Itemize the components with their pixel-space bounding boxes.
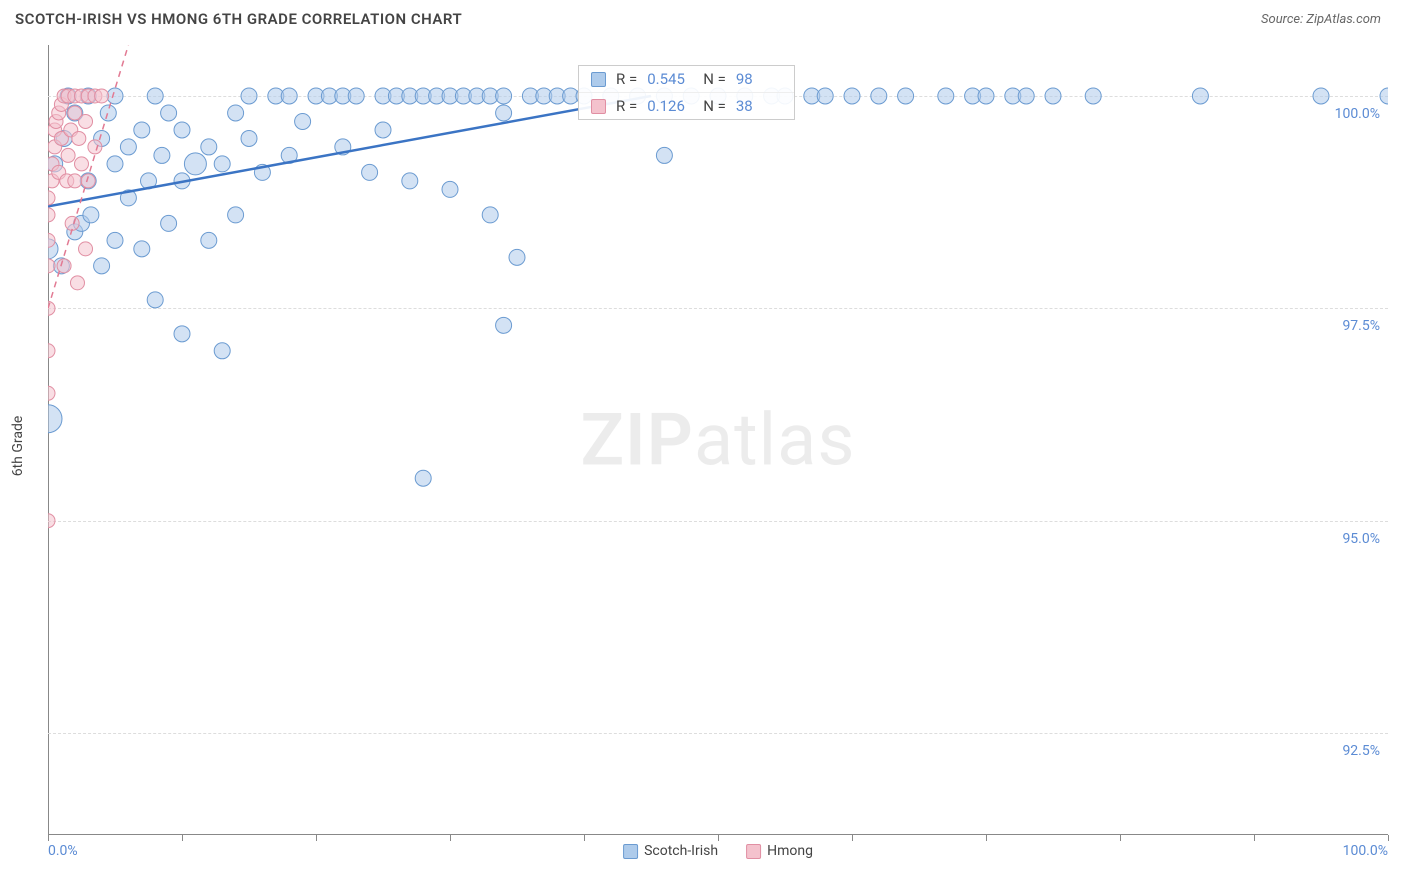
x-tick xyxy=(718,835,719,841)
r-label: R = xyxy=(616,70,637,88)
r-value: 0.545 xyxy=(647,70,693,88)
y-axis-title: 6th Grade xyxy=(10,416,26,477)
chart-title: SCOTCH-IRISH VS HMONG 6TH GRADE CORRELAT… xyxy=(15,10,462,28)
legend-item: Scotch-Irish xyxy=(623,843,718,859)
legend-label: Scotch-Irish xyxy=(644,843,718,859)
y-tick-label: 100.0% xyxy=(1333,106,1382,122)
r-label: R = xyxy=(616,97,637,115)
stats-row: R = 0.126 N = 38 xyxy=(579,92,794,119)
legend-swatch xyxy=(623,844,638,859)
x-tick xyxy=(1388,835,1389,841)
n-value: 38 xyxy=(736,97,782,115)
r-value: 0.126 xyxy=(647,97,693,115)
source-attribution: Source: ZipAtlas.com xyxy=(1261,12,1381,27)
n-label: N = xyxy=(703,70,726,88)
n-label: N = xyxy=(703,97,726,115)
series-swatch xyxy=(591,99,606,114)
x-tick xyxy=(450,835,451,841)
series-swatch xyxy=(591,72,606,87)
gridline xyxy=(48,308,1388,309)
y-tick-label: 92.5% xyxy=(1340,743,1382,759)
stats-legend: R = 0.545 N = 98 R = 0.126 N = 38 xyxy=(578,65,795,120)
legend-swatch xyxy=(746,844,761,859)
y-tick-label: 97.5% xyxy=(1340,318,1382,334)
x-axis-min-label: 0.0% xyxy=(48,843,78,859)
stats-row: R = 0.545 N = 98 xyxy=(579,66,794,92)
legend-item: Hmong xyxy=(746,843,813,859)
x-tick xyxy=(1254,835,1255,841)
x-tick xyxy=(182,835,183,841)
series-legend: Scotch-Irish Hmong xyxy=(623,843,813,859)
x-axis-max-label: 100.0% xyxy=(1343,843,1388,859)
x-tick xyxy=(316,835,317,841)
plot-border xyxy=(48,45,1388,835)
x-tick xyxy=(584,835,585,841)
plot-area: 100.0%97.5%95.0%92.5% ZIPatlas R =0.545N… xyxy=(48,45,1388,835)
gridline xyxy=(48,521,1388,522)
x-tick xyxy=(986,835,987,841)
legend-label: Hmong xyxy=(767,843,813,859)
y-tick-label: 95.0% xyxy=(1340,531,1382,547)
x-tick xyxy=(1120,835,1121,841)
x-tick xyxy=(852,835,853,841)
x-tick xyxy=(48,835,49,841)
n-value: 98 xyxy=(736,70,782,88)
gridline xyxy=(48,733,1388,734)
